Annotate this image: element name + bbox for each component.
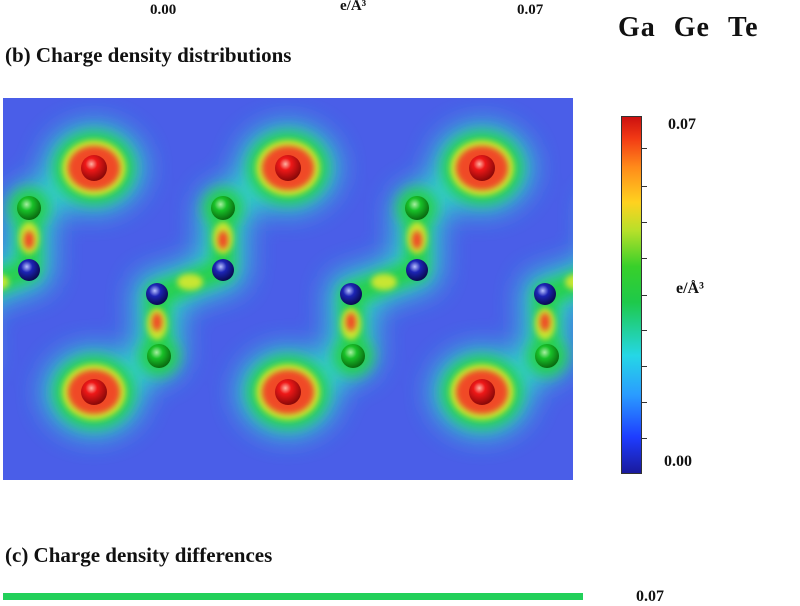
ge-atom <box>147 344 171 368</box>
colorbar-tick <box>641 222 647 223</box>
element-legend: Ga Ge Te <box>618 12 777 44</box>
density-inner <box>373 274 397 290</box>
density-high <box>412 231 422 249</box>
top-colorbar-min-label: 0.00 <box>150 2 177 18</box>
density-high <box>152 313 162 331</box>
colorbar-b <box>621 116 642 474</box>
colorbar-b-unit-label: e/Å³ <box>676 280 704 297</box>
charge-density-map <box>3 98 573 480</box>
ga-atom <box>534 283 556 305</box>
density-glow <box>538 272 573 305</box>
ga-atom <box>212 259 234 281</box>
density-high <box>218 231 228 249</box>
legend-ge: Ge <box>673 12 710 43</box>
ge-atom <box>405 196 429 220</box>
colorbar-tick <box>641 330 647 331</box>
te-atom <box>469 155 495 181</box>
panel-c-title: (c) Charge density differences <box>5 543 273 567</box>
colorbar-tick <box>641 186 647 187</box>
charge-density-difference-map <box>3 593 583 600</box>
density-inner <box>3 275 9 289</box>
ge-atom <box>17 196 41 220</box>
ga-atom <box>406 259 428 281</box>
te-atom <box>81 379 107 405</box>
density-inner <box>179 274 203 290</box>
panel-b-title: (b) Charge density distributions <box>5 43 292 67</box>
colorbar-b-max-label: 0.07 <box>668 116 696 133</box>
density-high <box>346 313 356 331</box>
ge-atom <box>341 344 365 368</box>
colorbar-b-min-label: 0.00 <box>664 453 692 470</box>
ga-atom <box>340 283 362 305</box>
ge-atom <box>211 196 235 220</box>
ga-atom <box>146 283 168 305</box>
te-atom <box>81 155 107 181</box>
top-colorbar-max-label: 0.07 <box>517 2 544 18</box>
density-high <box>540 313 550 331</box>
legend-ga: Ga <box>618 12 656 43</box>
colorbar-tick <box>641 148 647 149</box>
density-high <box>24 231 34 249</box>
density-inner <box>567 275 573 289</box>
colorbar-tick <box>641 295 647 296</box>
te-atom <box>275 155 301 181</box>
colorbar-c-max-label: 0.07 <box>636 588 664 605</box>
top-colorbar-unit-label: e/Å³ <box>340 0 367 14</box>
colorbar-tick <box>641 438 647 439</box>
colorbar-tick <box>641 258 647 259</box>
te-atom <box>275 379 301 405</box>
ge-atom <box>535 344 559 368</box>
legend-te: Te <box>728 12 759 43</box>
ga-atom <box>18 259 40 281</box>
colorbar-tick <box>641 366 647 367</box>
colorbar-tick <box>641 402 647 403</box>
te-atom <box>469 379 495 405</box>
density-glow <box>3 259 40 292</box>
